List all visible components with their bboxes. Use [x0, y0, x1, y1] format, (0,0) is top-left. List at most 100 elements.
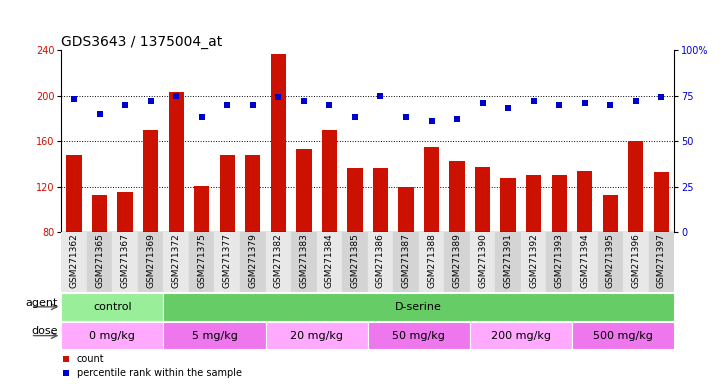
- Bar: [164, 232, 189, 292]
- Bar: [265, 322, 368, 349]
- Bar: [92, 195, 107, 232]
- Bar: [317, 232, 342, 292]
- Point: [221, 102, 233, 108]
- Bar: [603, 195, 618, 232]
- Text: percentile rank within the sample: percentile rank within the sample: [76, 368, 242, 378]
- Bar: [112, 232, 138, 292]
- Bar: [342, 232, 368, 292]
- Bar: [215, 232, 240, 292]
- Bar: [628, 141, 644, 232]
- Bar: [348, 169, 363, 232]
- Text: 50 mg/kg: 50 mg/kg: [392, 331, 446, 341]
- Text: GSM271362: GSM271362: [69, 233, 79, 288]
- Point: [61, 356, 72, 362]
- Bar: [475, 167, 490, 232]
- Bar: [61, 322, 164, 349]
- Bar: [424, 147, 439, 232]
- Bar: [398, 187, 414, 232]
- Text: GSM271394: GSM271394: [580, 233, 589, 288]
- Bar: [66, 155, 81, 232]
- Point: [477, 100, 488, 106]
- Text: GSM271367: GSM271367: [120, 233, 130, 288]
- Point: [655, 94, 667, 101]
- Bar: [138, 232, 164, 292]
- Point: [604, 102, 616, 108]
- Bar: [143, 130, 159, 232]
- Text: GSM271393: GSM271393: [554, 233, 564, 288]
- Text: GSM271377: GSM271377: [223, 233, 231, 288]
- Text: GSM271396: GSM271396: [632, 233, 640, 288]
- Text: GSM271385: GSM271385: [350, 233, 360, 288]
- Bar: [577, 171, 593, 232]
- Bar: [470, 322, 572, 349]
- Point: [324, 102, 335, 108]
- Text: GSM271389: GSM271389: [453, 233, 461, 288]
- Text: GSM271383: GSM271383: [299, 233, 309, 288]
- Text: 0 mg/kg: 0 mg/kg: [89, 331, 136, 341]
- Point: [170, 93, 182, 99]
- Text: GSM271365: GSM271365: [95, 233, 104, 288]
- Bar: [373, 169, 388, 232]
- Point: [120, 102, 131, 108]
- Text: GSM271369: GSM271369: [146, 233, 155, 288]
- Bar: [495, 232, 521, 292]
- Bar: [598, 232, 623, 292]
- Text: GSM271382: GSM271382: [274, 233, 283, 288]
- Point: [451, 116, 463, 122]
- Text: GSM271386: GSM271386: [376, 233, 385, 288]
- Text: 500 mg/kg: 500 mg/kg: [593, 331, 653, 341]
- Bar: [194, 185, 209, 232]
- Point: [426, 118, 438, 124]
- Point: [554, 102, 565, 108]
- Point: [375, 93, 386, 99]
- Text: 200 mg/kg: 200 mg/kg: [491, 331, 551, 341]
- Bar: [265, 232, 291, 292]
- Text: GSM271390: GSM271390: [478, 233, 487, 288]
- Text: GSM271384: GSM271384: [325, 233, 334, 288]
- Bar: [245, 155, 260, 232]
- Bar: [61, 293, 164, 321]
- Bar: [521, 232, 547, 292]
- Bar: [526, 175, 541, 232]
- Point: [400, 114, 412, 121]
- Text: agent: agent: [25, 298, 58, 308]
- Text: GSM271387: GSM271387: [402, 233, 410, 288]
- Bar: [61, 232, 87, 292]
- Bar: [240, 232, 265, 292]
- Text: GSM271391: GSM271391: [504, 233, 513, 288]
- Text: GSM271388: GSM271388: [427, 233, 436, 288]
- Bar: [87, 232, 112, 292]
- Bar: [220, 155, 235, 232]
- Text: control: control: [93, 302, 132, 312]
- Point: [298, 98, 309, 104]
- Bar: [470, 232, 495, 292]
- Text: GSM271397: GSM271397: [657, 233, 666, 288]
- Bar: [296, 149, 311, 232]
- Point: [94, 111, 105, 117]
- Bar: [500, 178, 516, 232]
- Bar: [368, 322, 470, 349]
- Bar: [169, 92, 184, 232]
- Bar: [449, 161, 465, 232]
- Point: [273, 94, 284, 101]
- Point: [61, 370, 72, 376]
- Bar: [654, 172, 669, 232]
- Bar: [118, 192, 133, 232]
- Point: [68, 96, 80, 102]
- Point: [630, 98, 642, 104]
- Bar: [189, 232, 215, 292]
- Bar: [419, 232, 444, 292]
- Text: GSM271392: GSM271392: [529, 233, 538, 288]
- Point: [503, 105, 514, 111]
- Text: dose: dose: [31, 326, 58, 336]
- Bar: [164, 293, 674, 321]
- Text: GSM271372: GSM271372: [172, 233, 181, 288]
- Bar: [649, 232, 674, 292]
- Point: [579, 100, 590, 106]
- Point: [196, 114, 208, 121]
- Bar: [623, 232, 649, 292]
- Bar: [368, 232, 393, 292]
- Point: [528, 98, 539, 104]
- Point: [349, 114, 360, 121]
- Bar: [552, 175, 567, 232]
